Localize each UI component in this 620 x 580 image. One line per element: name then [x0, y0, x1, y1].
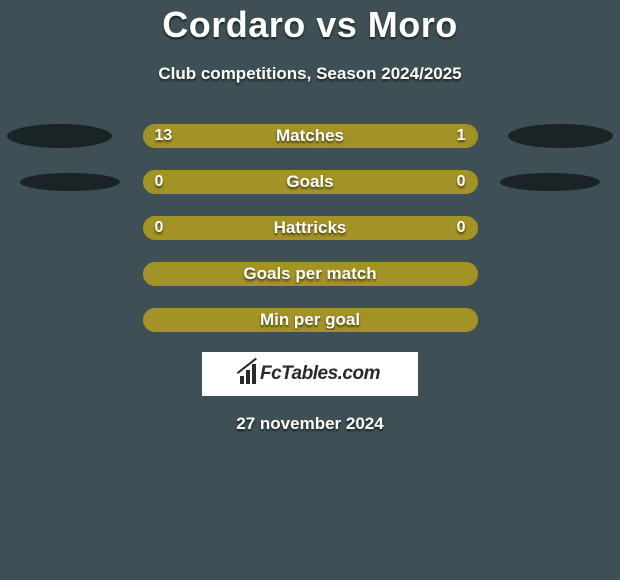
vs-text: vs	[316, 4, 357, 45]
comparison-infographic: Cordaro vs Moro Club competitions, Seaso…	[0, 0, 620, 434]
logo-box: FcTables.com	[202, 352, 418, 396]
player-shadow-left	[7, 124, 112, 148]
stat-label: Min per goal	[145, 310, 476, 330]
chart-icon	[240, 364, 256, 384]
stat-label: Goals per match	[145, 264, 476, 284]
subtitle: Club competitions, Season 2024/2025	[158, 64, 461, 84]
stat-label: Hattricks	[145, 218, 476, 238]
player2-name: Moro	[368, 4, 458, 45]
stat-row: Goals per match	[0, 262, 620, 286]
stat-bar: Goals per match	[143, 262, 478, 286]
stat-label: Matches	[145, 126, 476, 146]
stat-row: 00Hattricks	[0, 216, 620, 240]
player-shadow-left	[20, 173, 120, 191]
page-title: Cordaro vs Moro	[162, 4, 458, 46]
stat-row: Min per goal	[0, 308, 620, 332]
player-shadow-right	[508, 124, 613, 148]
logo-text: FcTables.com	[260, 363, 380, 385]
stats-list: 131Matches 00Goals 00Hattricks Goals per ma…	[0, 124, 620, 332]
date-text: 27 november 2024	[236, 414, 383, 434]
player1-name: Cordaro	[162, 4, 306, 45]
stat-bar: Min per goal	[143, 308, 478, 332]
stat-bar: 00Hattricks	[143, 216, 478, 240]
stat-label: Goals	[145, 172, 476, 192]
player-shadow-right	[500, 173, 600, 191]
stat-bar: 131Matches	[143, 124, 478, 148]
stat-row: 00Goals	[0, 170, 620, 194]
stat-row: 131Matches	[0, 124, 620, 148]
stat-bar: 00Goals	[143, 170, 478, 194]
